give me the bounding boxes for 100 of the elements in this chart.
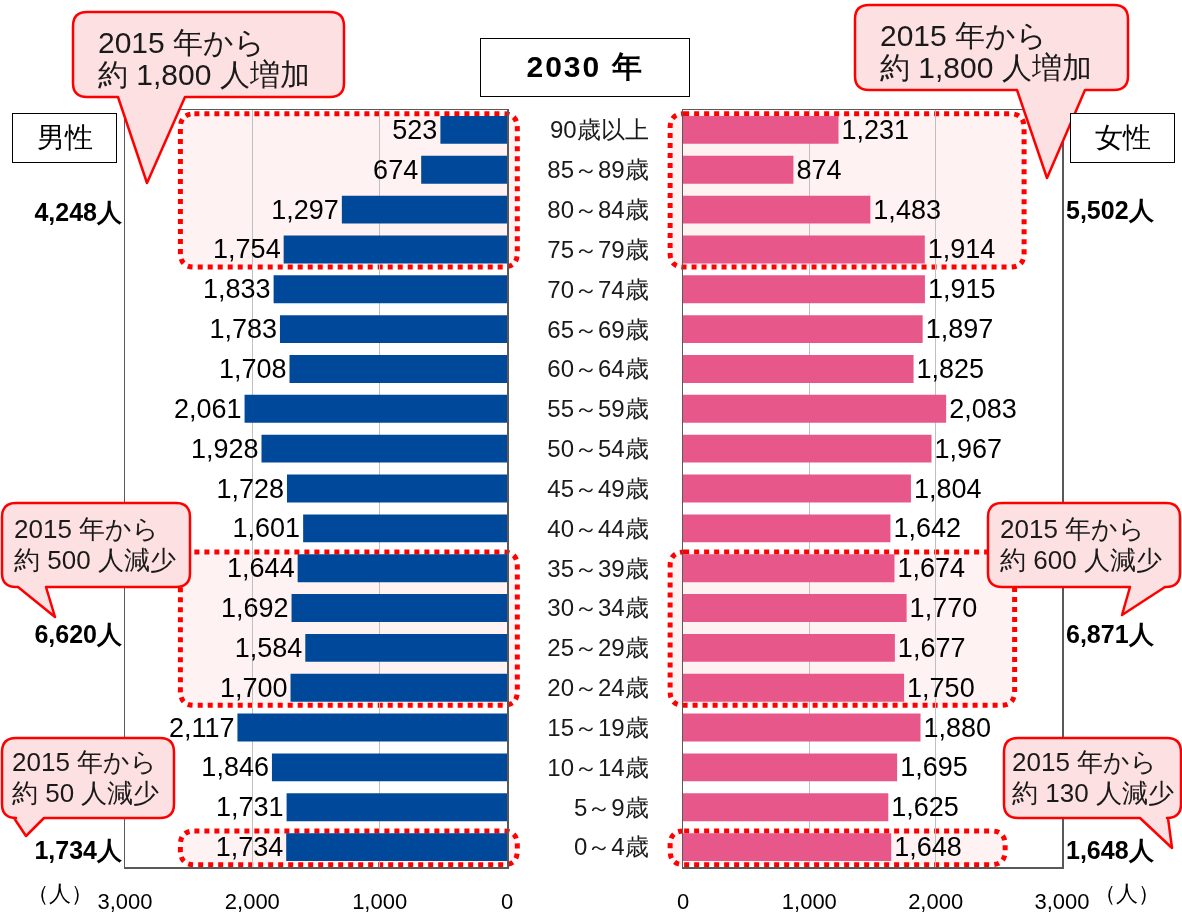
x-tick-label: 1,000 xyxy=(781,888,837,914)
annotation: 約 130 人減少 xyxy=(1012,778,1174,808)
data-label: 1,880 xyxy=(923,712,992,743)
data-label: 1,674 xyxy=(897,553,966,584)
text: 1,734人 xyxy=(34,836,123,864)
data-label: 1,897 xyxy=(925,314,994,345)
annotation: 約 500 人減少 xyxy=(14,545,176,575)
y-tick-label: 35～39歳 xyxy=(547,554,649,582)
data-label: 1,734 xyxy=(215,832,284,863)
y-tick-label: 45～49歳 xyxy=(547,474,649,502)
data-label: 1,648 xyxy=(894,832,962,863)
bar xyxy=(273,275,507,304)
data-label: 1,914 xyxy=(927,234,996,265)
bar xyxy=(683,633,895,662)
text: 2015 年から xyxy=(880,18,1048,52)
text: 5,502人 xyxy=(1066,196,1155,224)
annotation: 2015 年から xyxy=(14,514,160,544)
y-tick-label: 20～24歳 xyxy=(547,674,649,702)
data-label: 674 xyxy=(373,154,419,185)
data-label: 1,677 xyxy=(897,632,966,663)
bar xyxy=(271,753,507,782)
bar xyxy=(303,514,507,543)
bar xyxy=(683,673,905,702)
data-label: 1,692 xyxy=(220,593,289,624)
data-label: 1,846 xyxy=(201,752,269,783)
data-label: 1,297 xyxy=(271,194,339,225)
data-label: 1,700 xyxy=(219,672,288,703)
bar xyxy=(683,155,794,184)
bar xyxy=(683,833,892,862)
x-axis-title: （人） xyxy=(27,881,93,906)
bar xyxy=(683,275,925,304)
text: 2015 年から xyxy=(98,25,266,59)
data-label: 523 xyxy=(392,114,438,145)
annotation: 2015 年から xyxy=(12,747,158,777)
bar xyxy=(683,753,898,782)
data-label: 1,625 xyxy=(891,792,959,823)
x-tick-label: 2,000 xyxy=(224,888,280,914)
x-tick-label: 0 xyxy=(676,888,690,914)
y-tick-label: 90歳以上 xyxy=(550,116,649,144)
annotation: 2015 年から xyxy=(1000,514,1146,544)
x-tick-label: 3,000 xyxy=(1034,888,1090,914)
text: 約 1,800 人増加 xyxy=(880,50,1092,84)
data-label: 1,584 xyxy=(234,632,303,663)
bar xyxy=(683,474,911,503)
bar xyxy=(290,673,507,702)
annotation: 約 600 人減少 xyxy=(1000,545,1162,575)
data-label: 1,928 xyxy=(190,433,259,464)
text: 約 1,800 人増加 xyxy=(98,57,310,91)
text: 1,648人 xyxy=(1066,836,1155,864)
bar xyxy=(289,355,507,383)
data-label: 1,483 xyxy=(873,194,941,225)
y-tick-label: 5～9歳 xyxy=(574,793,649,821)
text: 2030 年 xyxy=(480,38,690,97)
bar xyxy=(305,633,507,662)
y-tick-label: 25～29歳 xyxy=(547,634,649,662)
y-tick-label: 70～74歳 xyxy=(547,275,649,303)
bar xyxy=(237,713,507,742)
annotation: 2015 年から xyxy=(1012,747,1158,777)
bar xyxy=(683,594,907,622)
annotation: 約 50 人減少 xyxy=(12,778,160,808)
y-tick-label: 0～4歳 xyxy=(574,833,649,861)
y-tick-label: 15～19歳 xyxy=(547,713,649,741)
x-tick-label: 0 xyxy=(500,888,514,914)
y-tick-label: 40～44歳 xyxy=(547,514,649,542)
bar xyxy=(244,394,507,423)
text: 6,871人 xyxy=(1066,620,1155,648)
bar xyxy=(683,514,891,543)
data-label: 1,750 xyxy=(907,672,975,703)
data-label: 1,731 xyxy=(216,792,284,823)
data-label: 1,833 xyxy=(203,274,271,305)
y-tick-label: 85～89歳 xyxy=(547,156,649,184)
data-label: 1,642 xyxy=(893,513,962,544)
bar xyxy=(683,793,889,822)
bar xyxy=(683,394,947,423)
bar xyxy=(283,235,507,264)
x-tick-label: 1,000 xyxy=(352,888,408,914)
data-label: 1,804 xyxy=(913,473,982,504)
x-tick-label: 2,000 xyxy=(908,888,964,914)
data-label: 1,783 xyxy=(209,314,277,345)
y-tick-label: 65～69歳 xyxy=(547,315,649,343)
bar xyxy=(261,434,507,463)
data-label: 1,825 xyxy=(916,353,985,384)
text: 4,248人 xyxy=(34,198,123,226)
x-axis-title: （人） xyxy=(1094,881,1160,906)
bar xyxy=(683,554,895,583)
data-label: 1,695 xyxy=(900,752,968,783)
bar xyxy=(683,434,932,463)
data-label: 2,061 xyxy=(173,393,242,424)
data-label: 1,770 xyxy=(909,593,978,624)
bar xyxy=(683,195,871,224)
data-label: 2,117 xyxy=(168,712,235,743)
bar xyxy=(279,315,507,344)
y-tick-label: 60～64歳 xyxy=(547,355,649,383)
y-tick-label: 30～34歳 xyxy=(547,594,649,622)
y-tick-label: 75～79歳 xyxy=(547,235,649,263)
data-label: 1,967 xyxy=(934,433,1003,464)
bar xyxy=(286,833,507,862)
data-label: 1,644 xyxy=(227,553,295,584)
chart-subtitle: 男性 xyxy=(12,113,117,163)
data-label: 874 xyxy=(796,154,842,185)
